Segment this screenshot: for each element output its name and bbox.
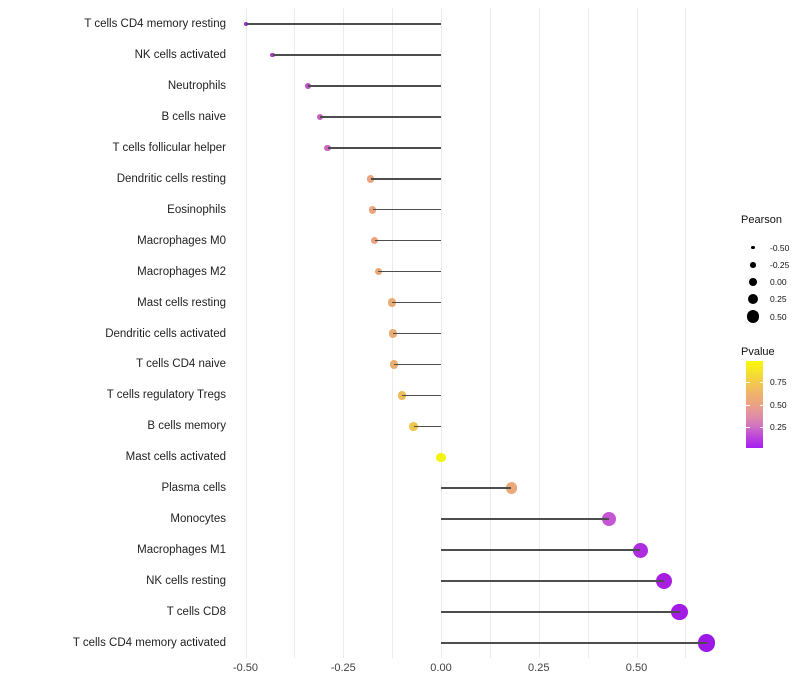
lollipop-dot <box>389 360 399 369</box>
size-legend-label: 0.25 <box>770 294 787 305</box>
lollipop-dot <box>505 482 518 495</box>
pvalue-colorbar <box>746 361 763 448</box>
size-legend-dot <box>749 278 757 287</box>
x-tick-label: -0.50 <box>232 662 259 674</box>
lollipop-stem <box>441 642 707 644</box>
lollipop-dot <box>409 421 419 431</box>
x-tick-label: 0.50 <box>625 662 648 674</box>
colorbar-tick <box>746 382 750 383</box>
lollipop-stem <box>392 301 441 304</box>
lollipop-dot <box>671 603 688 621</box>
lollipop-dot <box>388 298 397 307</box>
category-label: T cells regulatory Tregs <box>106 389 226 402</box>
colorbar-tick <box>759 427 763 428</box>
category-label: Eosinophils <box>167 203 226 216</box>
lollipop-stem <box>441 580 664 582</box>
gridline <box>636 8 638 658</box>
category-label: B cells memory <box>147 420 226 433</box>
category-label: Macrophages M1 <box>137 544 226 557</box>
lollipop-stem <box>272 54 441 56</box>
x-tick-label: -0.25 <box>330 662 356 674</box>
category-label: T cells CD4 memory activated <box>72 637 226 649</box>
size-legend-dot <box>751 245 755 250</box>
lollipop-stem <box>441 549 641 551</box>
x-tick-label: 0.00 <box>430 662 452 674</box>
lollipop-stem <box>308 85 441 87</box>
category-label: T cells CD8 <box>166 606 226 619</box>
gridline <box>538 8 540 658</box>
size-legend-dot <box>750 262 756 268</box>
color-legend-title: Pvalue <box>741 346 775 358</box>
lollipop-stem <box>394 363 441 366</box>
category-label: Mast cells resting <box>137 296 226 309</box>
gridline <box>441 8 442 658</box>
colorbar-tick <box>746 405 750 406</box>
lollipop-stem <box>378 270 441 273</box>
category-label: T cells CD4 naive <box>136 358 226 371</box>
colorbar-tick-label: 0.75 <box>770 377 787 387</box>
x-tick-label: 0.25 <box>528 662 550 674</box>
size-legend-label: -0.50 <box>770 242 790 253</box>
lollipop-stem <box>401 394 441 397</box>
size-legend-label: -0.25 <box>770 259 790 270</box>
gridline <box>294 8 296 658</box>
colorbar-tick <box>746 427 750 428</box>
category-label: NK cells resting <box>146 575 226 588</box>
gridline <box>685 8 687 658</box>
gridline <box>245 8 247 658</box>
colorbar-tick-label: 0.50 <box>770 400 787 410</box>
colorbar-tick <box>759 405 763 406</box>
lollipop-stem <box>327 147 441 149</box>
size-legend-dot <box>747 294 759 305</box>
gridline <box>587 8 589 658</box>
plot-panel <box>237 8 718 658</box>
size-legend-title: Pearson <box>741 214 782 226</box>
category-label: Macrophages M2 <box>137 265 226 278</box>
color-legend: Pvalue 0.75 0.50 0.25 <box>741 346 787 448</box>
category-label: Plasma cells <box>161 482 226 495</box>
size-legend-label: 0.00 <box>770 277 787 288</box>
category-label: B cells naive <box>161 110 226 123</box>
lollipop-stem <box>319 116 441 118</box>
lollipop-stem <box>413 425 441 428</box>
lollipop-stem <box>441 487 512 490</box>
lollipop-stem <box>441 611 680 613</box>
category-label: Neutrophils <box>167 79 226 92</box>
gridline <box>489 8 491 658</box>
category-label: NK cells activated <box>134 48 226 61</box>
size-legend-dot <box>746 310 760 323</box>
colorbar-tick <box>759 382 763 383</box>
category-label: T cells follicular helper <box>112 141 226 154</box>
category-label: Dendritic cells activated <box>105 327 226 340</box>
category-label: Dendritic cells resting <box>116 172 226 185</box>
category-label: Macrophages M0 <box>137 234 226 247</box>
lollipop-dot <box>316 113 323 120</box>
lollipop-dot <box>324 144 331 151</box>
lollipop-dot <box>436 452 446 463</box>
lollipop-stem <box>392 332 441 335</box>
category-label: Monocytes <box>170 513 226 526</box>
lollipop-dot <box>374 267 383 276</box>
lollipop-stem <box>374 239 441 242</box>
gridline <box>343 8 345 658</box>
colorbar-tick-label: 0.25 <box>770 422 787 432</box>
lollipop-stem <box>245 23 441 25</box>
category-label: Mast cells activated <box>125 451 226 464</box>
lollipop-stem <box>370 177 441 180</box>
lollipop-stem <box>441 518 610 520</box>
lollipop-stem <box>372 208 441 211</box>
lollipop-dot <box>698 634 716 652</box>
size-legend-label: 0.50 <box>770 311 787 322</box>
lollipop-dot <box>388 329 397 338</box>
size-legend: Pearson -0.50 -0.25 0.00 0.25 0.50 <box>741 214 789 323</box>
category-label: T cells CD4 memory resting <box>84 18 226 30</box>
